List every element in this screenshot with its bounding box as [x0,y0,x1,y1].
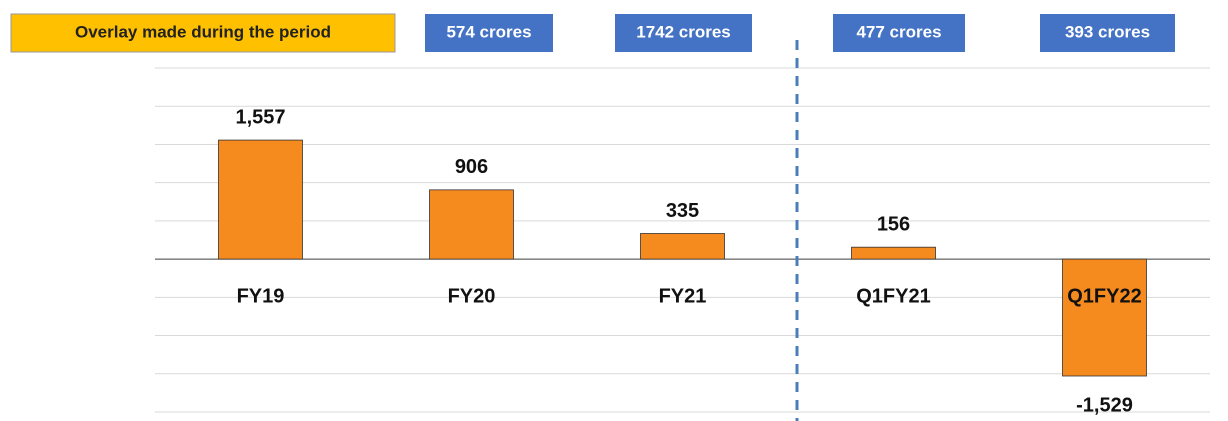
data-label: 335 [666,200,699,222]
legend-box [10,13,396,53]
x-tick-label: Q1FY21 [856,285,930,307]
data-label: 1,557 [235,106,285,128]
overlay-title: Overlay made during the period [75,22,331,41]
bar [851,246,936,260]
bar [640,233,725,260]
x-tick-label: Q1FY22 [1067,285,1141,307]
data-label: 906 [455,156,488,178]
data-label: 156 [877,213,910,235]
overlay-box [615,14,752,52]
x-tick-label: FY21 [659,285,707,307]
data-label: -1,529 [1076,394,1133,416]
overlay-value: 477 crores [856,22,941,41]
bar [429,189,514,260]
overlay-box [425,14,553,52]
overlay-value: 1742 crores [636,22,731,41]
bar [1062,258,1147,377]
overlay-box [1040,14,1175,52]
bar [218,139,303,260]
x-tick-label: FY20 [448,285,496,307]
overlay-value: 393 crores [1065,22,1150,41]
overlay-box [833,14,965,52]
x-tick-label: FY19 [237,285,285,307]
overlay-value: 574 crores [446,22,531,41]
